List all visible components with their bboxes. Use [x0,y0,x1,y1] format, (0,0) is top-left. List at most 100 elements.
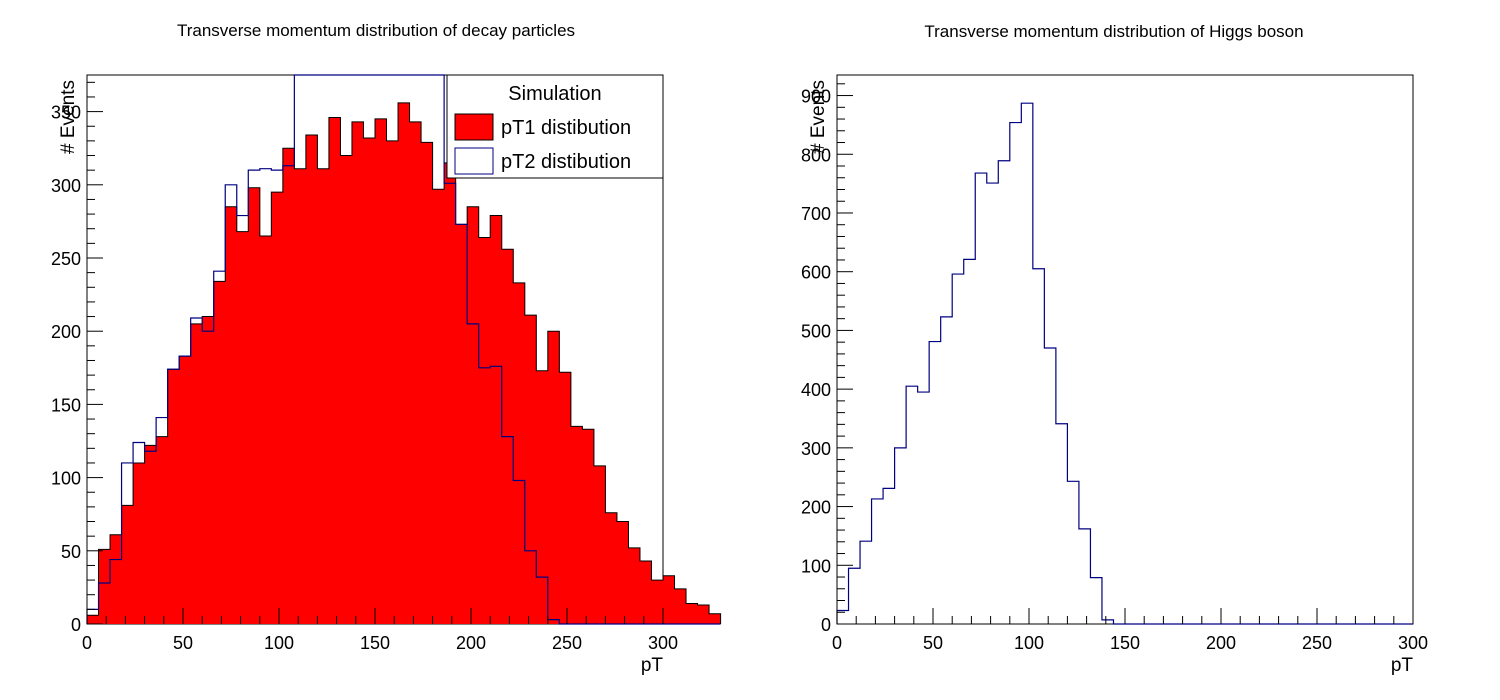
legend-title: Simulation [508,83,601,105]
x-tick-label-50: 50 [923,633,943,653]
y-tick-label-400: 400 [801,380,831,400]
x-tick-label-250: 250 [552,633,582,653]
bar-pT1-bin-35 [490,215,503,624]
bar-pT1-bin-52 [686,603,698,624]
bar-pT1-bin-22 [340,155,353,624]
bar-pT1-bin-11 [213,281,226,624]
bar-pT1-bin-14 [248,187,261,624]
left-x-axis-label: pT [641,655,664,676]
y-tick-label-100: 100 [51,469,81,489]
decay-particles-histogram: Transverse momentum distribution of deca… [51,21,722,676]
left-x-axis-ticks: 0 50 100 150 200 250 300 [82,608,678,653]
x-tick-label-100: 100 [264,633,294,653]
right-y-axis-ticks: 0 100 200 300 400 500 600 700 800 900 [801,83,853,635]
higgs-pT-distribution-line [836,102,1413,625]
x-tick-label-50: 50 [173,633,193,653]
bar-pT1-bin-39 [536,370,549,624]
bar-pT1-bin-6 [156,436,169,624]
x-tick-label-100: 100 [1014,633,1044,653]
left-y-axis-ticks: 0 50 100 150 200 250 300 350 [51,81,103,635]
bar-pT1-bin-54 [709,613,721,624]
bar-pT1-bin-44 [593,465,606,624]
x-tick-label-0: 0 [832,633,842,653]
right-plot-frame [836,74,1414,625]
legend: Simulation pT1 distibution pT2 distibuti… [446,74,664,179]
bar-pT1-bin-16 [271,192,284,624]
x-tick-label-150: 150 [360,633,390,653]
bar-pT1-bin-21 [328,117,341,625]
bar-pT1-bin-47 [628,547,641,624]
left-y-axis-label: # Events [58,80,79,154]
bar-pT1-bin-19 [305,135,318,625]
bar-pT1-bin-31 [444,162,457,624]
bar-pT1-bin-41 [559,372,572,624]
bar-pT1-bin-5 [144,445,157,624]
legend-entry-pT1: pT1 distibution [501,117,631,139]
y-tick-label-200: 200 [51,322,81,342]
pT1-distribution-bars [87,102,721,625]
bar-pT1-bin-38 [524,315,537,624]
left-chart-title: Transverse momentum distribution of deca… [177,21,575,40]
right-x-axis-label: pT [1391,655,1414,676]
legend-entry-pT2: pT2 distibution [501,151,631,173]
bar-pT1-bin-45 [605,512,618,624]
legend-swatch-pT2 [454,147,494,175]
bar-pT1-bin-53 [697,604,710,624]
x-tick-label-0: 0 [82,633,92,653]
right-y-axis-label: # Events [808,80,829,154]
bar-pT1-bin-42 [570,426,583,624]
bar-pT1-bin-49 [651,580,664,624]
y-tick-label-200: 200 [801,498,831,518]
y-tick-label-600: 600 [801,263,831,283]
x-tick-label-200: 200 [456,633,486,653]
bar-pT1-bin-15 [259,236,272,625]
bar-pT1-bin-17 [282,148,295,624]
bar-pT1-bin-2 [110,534,122,624]
bar-pT1-bin-18 [294,168,307,625]
bar-pT1-bin-7 [167,369,180,624]
bar-pT1-bin-25 [375,118,387,625]
bar-pT1-bin-34 [478,237,491,624]
y-tick-label-300: 300 [51,176,81,196]
x-tick-label-300: 300 [1398,633,1428,653]
y-tick-label-900: 900 [801,87,831,107]
y-tick-label-500: 500 [801,321,831,341]
bar-pT1-bin-33 [467,206,480,624]
y-tick-label-250: 250 [51,249,81,269]
bar-pT1-bin-1 [98,549,111,624]
pT2-distribution-line [86,74,721,625]
y-tick-label-700: 700 [801,204,831,224]
bar-pT1-bin-43 [582,429,595,624]
bar-pT1-bin-26 [386,140,399,624]
bar-pT1-bin-37 [513,282,526,624]
bar-pT1-bin-40 [547,331,560,624]
y-tick-label-50: 50 [61,542,81,562]
bar-pT1-bin-51 [674,588,687,624]
bar-pT1-bin-20 [317,168,330,625]
bar-pT1-bin-9 [190,323,203,624]
y-tick-label-300: 300 [801,439,831,459]
right-chart-title: Transverse momentum distribution of Higg… [924,22,1303,41]
bar-pT1-bin-0 [87,615,99,624]
bar-pT1-bin-46 [616,521,629,624]
y-tick-label-0: 0 [821,615,831,635]
bar-pT1-bin-24 [363,137,376,624]
legend-swatch-pT1 [454,113,494,141]
bar-pT1-bin-29 [421,142,433,624]
x-tick-label-200: 200 [1206,633,1236,653]
bar-pT1-bin-30 [432,189,445,624]
y-tick-label-0: 0 [71,615,81,635]
x-tick-label-250: 250 [1302,633,1332,653]
right-x-axis-ticks: 0 50 100 150 200 250 300 [832,608,1428,653]
y-tick-label-350: 350 [51,103,81,123]
higgs-boson-histogram: Transverse momentum distribution of Higg… [801,22,1428,676]
bar-pT1-bin-10 [202,316,215,624]
bar-pT1-bin-32 [455,224,468,624]
bar-pT1-bin-8 [179,356,192,624]
bar-pT1-bin-12 [225,206,238,624]
y-tick-label-150: 150 [51,395,81,415]
bar-pT1-bin-4 [133,462,145,624]
bar-pT1-bin-48 [639,561,652,624]
bar-pT1-bin-13 [236,231,249,624]
y-tick-label-800: 800 [801,145,831,165]
